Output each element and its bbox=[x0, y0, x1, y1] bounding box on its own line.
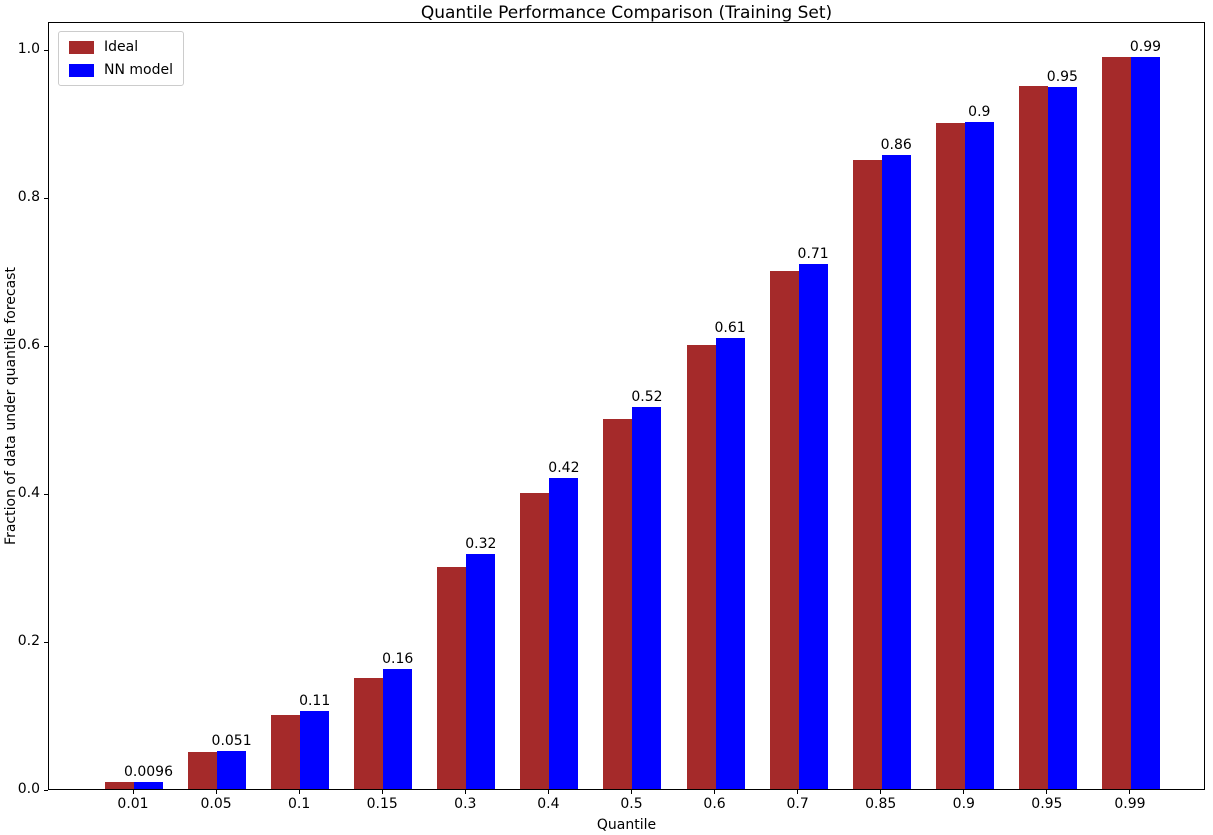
bar-nn-model bbox=[300, 710, 330, 789]
x-tick bbox=[464, 790, 466, 794]
y-tick bbox=[44, 198, 48, 200]
bar-nn-model bbox=[1130, 57, 1160, 789]
y-tick-label: 0.2 bbox=[17, 633, 40, 650]
chart-title: Quantile Performance Comparison (Trainin… bbox=[420, 3, 833, 23]
x-tick bbox=[547, 790, 549, 794]
bar-value-label: 0.52 bbox=[631, 389, 663, 406]
x-tick bbox=[963, 790, 965, 794]
bar-nn-model bbox=[881, 154, 911, 789]
y-tick bbox=[44, 790, 48, 791]
y-tick bbox=[44, 494, 48, 496]
bar-ideal bbox=[769, 271, 799, 789]
x-tick-label: 0.4 bbox=[537, 796, 560, 812]
bar-ideal bbox=[105, 781, 134, 789]
legend-item: Ideal bbox=[69, 39, 173, 55]
x-tick-label: 0.1 bbox=[288, 796, 311, 812]
y-tick bbox=[44, 50, 48, 52]
y-tick-label: 0.8 bbox=[17, 189, 40, 206]
x-tick-label: 0.6 bbox=[703, 796, 726, 812]
x-tick-label: 0.5 bbox=[620, 796, 643, 812]
bar-ideal bbox=[935, 123, 965, 789]
bar-ideal bbox=[520, 493, 550, 789]
x-tick-label: 0.05 bbox=[200, 796, 232, 812]
bar-nn-model bbox=[798, 264, 828, 789]
bar-nn-model bbox=[549, 477, 579, 789]
bar-ideal bbox=[852, 160, 882, 789]
bar-value-label: 0.11 bbox=[299, 692, 331, 709]
bar-ideal bbox=[1101, 56, 1131, 789]
legend-label: Ideal bbox=[104, 39, 139, 55]
bar-nn-model bbox=[1047, 86, 1077, 789]
bar-value-label: 0.61 bbox=[714, 319, 746, 336]
x-tick bbox=[797, 790, 799, 794]
bar-nn-model bbox=[715, 337, 745, 789]
x-tick bbox=[381, 790, 383, 794]
x-tick bbox=[1046, 790, 1048, 794]
y-tick bbox=[44, 642, 48, 644]
x-tick bbox=[880, 790, 882, 794]
x-axis-label: Quantile bbox=[596, 817, 657, 833]
bar-value-label: 0.16 bbox=[382, 651, 414, 668]
y-tick-label: 0.0 bbox=[17, 781, 40, 797]
bar-value-label: 0.95 bbox=[1046, 68, 1078, 85]
y-tick-label: 0.4 bbox=[17, 485, 40, 502]
x-tick-label: 0.9 bbox=[952, 796, 975, 812]
x-tick-label: 0.01 bbox=[117, 796, 149, 812]
legend-swatch-icon bbox=[69, 40, 94, 54]
bar-ideal bbox=[188, 752, 218, 789]
bar-nn-model bbox=[964, 121, 994, 789]
bar-nn-model bbox=[466, 553, 496, 789]
bar-ideal bbox=[271, 715, 301, 789]
plot-area: Ideal NN model 0.0096 0.051 0.11 0.16 0.32 0.4… bbox=[48, 22, 1205, 790]
bar-ideal bbox=[354, 678, 384, 789]
bar-value-label: 0.42 bbox=[548, 459, 580, 476]
bar-nn-model bbox=[217, 751, 247, 789]
x-tick-label: 0.95 bbox=[1031, 796, 1063, 812]
bar-ideal bbox=[437, 567, 467, 789]
x-tick-label: 0.85 bbox=[865, 796, 897, 812]
y-tick-label: 0.6 bbox=[17, 337, 40, 354]
x-tick bbox=[215, 790, 217, 794]
x-tick bbox=[298, 790, 300, 794]
bar-nn-model bbox=[632, 407, 662, 789]
bar-nn-model bbox=[134, 781, 163, 789]
bar-value-label: 0.86 bbox=[880, 136, 912, 153]
x-tick-label: 0.99 bbox=[1114, 796, 1146, 812]
y-tick bbox=[44, 346, 48, 348]
bar-ideal bbox=[603, 419, 633, 789]
x-tick-label: 0.7 bbox=[786, 796, 809, 812]
x-tick bbox=[630, 790, 632, 794]
bar-ideal bbox=[1018, 86, 1048, 789]
legend-label: NN model bbox=[104, 62, 173, 78]
legend-item: NN model bbox=[69, 62, 173, 78]
bar-ideal bbox=[686, 345, 716, 789]
x-tick-label: 0.3 bbox=[454, 796, 477, 812]
bar-value-label: 0.9 bbox=[968, 103, 991, 120]
bar-value-label: 0.99 bbox=[1129, 39, 1162, 56]
bar-value-label: 0.051 bbox=[211, 733, 252, 750]
bar-value-label: 0.71 bbox=[797, 246, 829, 263]
bar-value-label: 0.0096 bbox=[124, 763, 173, 780]
bar-value-label: 0.32 bbox=[465, 535, 497, 552]
x-tick bbox=[132, 790, 134, 794]
x-tick-label: 0.15 bbox=[366, 796, 398, 812]
legend-swatch-icon bbox=[69, 63, 94, 77]
y-axis-label: Fraction of data under quantile forecast bbox=[3, 267, 19, 545]
bar-nn-model bbox=[383, 669, 413, 789]
x-tick bbox=[714, 790, 716, 794]
legend: Ideal NN model bbox=[58, 31, 184, 86]
x-tick bbox=[1129, 790, 1131, 794]
y-tick-label: 1.0 bbox=[17, 41, 40, 58]
